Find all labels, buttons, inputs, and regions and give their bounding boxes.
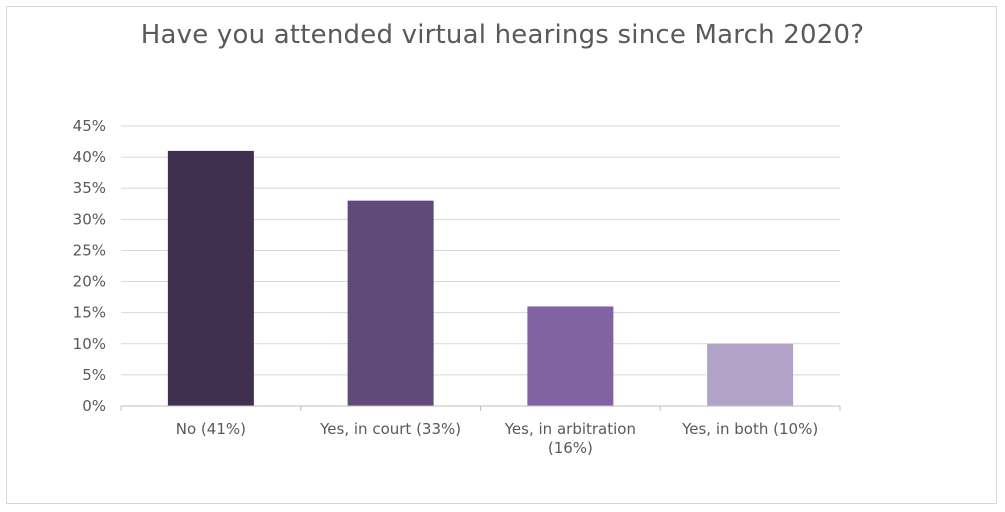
y-tick-label: 0% [82,397,106,415]
bar [707,343,794,406]
x-axis-category-labels: No (41%) Yes, in court (33%) Yes, in arbit… [176,420,818,457]
y-tick-label: 25% [73,241,106,259]
y-tick-label: 20% [73,273,106,291]
x-axis [120,405,841,411]
y-tick-label: 40% [73,148,106,166]
y-tick-label: 30% [73,210,106,228]
bar [527,306,614,406]
x-category-label: Yes, in court (33%) [319,420,461,438]
chart-title: Have you attended virtual hearings since… [140,20,865,50]
y-tick-label: 10% [73,335,106,353]
x-category-label: Yes, in both (10%) [681,420,818,438]
x-category-label: No (41%) [176,420,246,438]
y-axis-tick-labels: 0% 5% 10% 15% 20% 25% 30% 35% 40% 45% [73,117,106,415]
y-tick-label: 35% [73,179,106,197]
bars [167,150,794,406]
y-tick-label: 45% [73,117,106,135]
bar [167,150,254,406]
x-category-label: Yes, in arbitration (16%) [504,420,636,457]
y-tick-label: 15% [73,304,106,322]
bar [347,200,434,406]
y-tick-label: 5% [82,366,106,384]
